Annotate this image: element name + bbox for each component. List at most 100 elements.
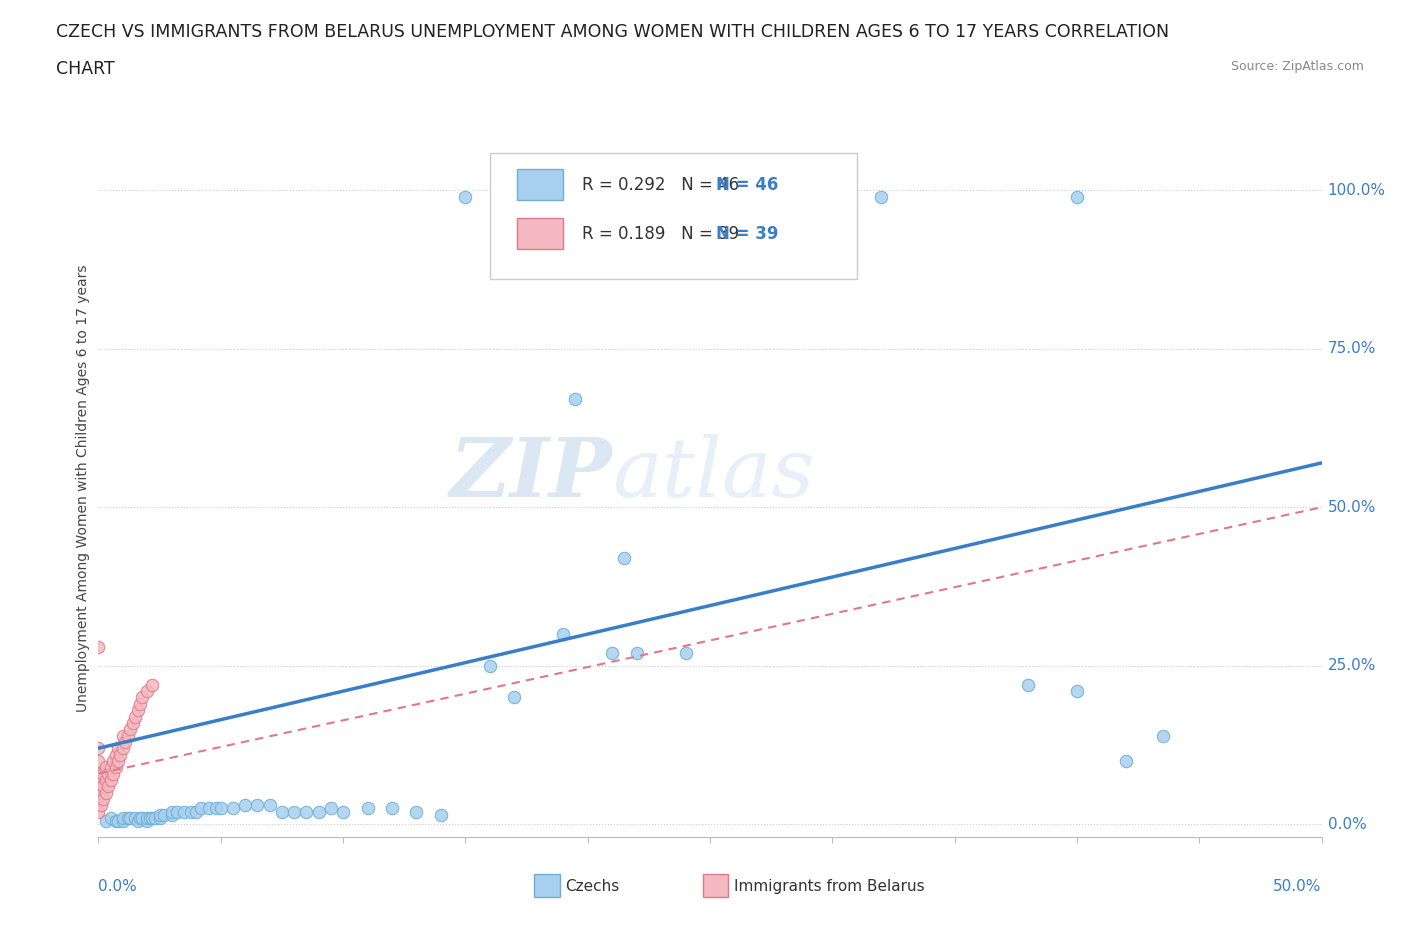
Text: R = 0.189   N = 39: R = 0.189 N = 39 bbox=[582, 225, 738, 243]
Point bbox=[1152, 728, 1174, 743]
Text: 50.0%: 50.0% bbox=[1327, 499, 1376, 515]
FancyBboxPatch shape bbox=[489, 153, 856, 279]
Text: N = 39: N = 39 bbox=[716, 225, 779, 243]
Point bbox=[1066, 189, 1088, 204]
Point bbox=[295, 804, 318, 819]
Point bbox=[117, 811, 139, 826]
Point bbox=[101, 753, 124, 768]
Point bbox=[87, 766, 110, 781]
Point bbox=[454, 189, 477, 204]
Point bbox=[107, 814, 129, 829]
Point bbox=[1115, 753, 1137, 768]
Point bbox=[120, 811, 142, 826]
Point bbox=[100, 773, 122, 788]
Point bbox=[87, 804, 110, 819]
Point bbox=[143, 811, 166, 826]
Point bbox=[111, 728, 134, 743]
Point bbox=[104, 814, 127, 829]
Point bbox=[124, 811, 146, 826]
Point bbox=[222, 801, 245, 816]
Point bbox=[205, 801, 228, 816]
Point bbox=[100, 811, 122, 826]
Point bbox=[319, 801, 342, 816]
Point bbox=[127, 814, 149, 829]
Point bbox=[503, 690, 526, 705]
Point bbox=[111, 741, 134, 756]
Point bbox=[136, 811, 159, 826]
Point bbox=[87, 741, 110, 756]
Text: 75.0%: 75.0% bbox=[1327, 341, 1376, 356]
Point bbox=[87, 778, 110, 793]
Point bbox=[87, 753, 110, 768]
Point bbox=[120, 722, 142, 737]
Text: N = 46: N = 46 bbox=[716, 176, 779, 193]
Point bbox=[356, 801, 378, 816]
Point bbox=[141, 811, 163, 826]
Point bbox=[90, 785, 112, 800]
Point bbox=[190, 801, 212, 816]
Point bbox=[430, 807, 453, 822]
Point bbox=[332, 804, 354, 819]
Point bbox=[308, 804, 330, 819]
Point bbox=[97, 778, 120, 793]
Point bbox=[149, 807, 172, 822]
Text: Source: ZipAtlas.com: Source: ZipAtlas.com bbox=[1230, 60, 1364, 73]
Point bbox=[626, 645, 648, 660]
Point bbox=[186, 804, 208, 819]
Point bbox=[110, 747, 132, 762]
Point bbox=[111, 811, 134, 826]
Point bbox=[87, 791, 110, 806]
Point bbox=[153, 807, 176, 822]
Text: CHART: CHART bbox=[56, 60, 115, 78]
Point bbox=[270, 804, 294, 819]
Y-axis label: Unemployment Among Women with Children Ages 6 to 17 years: Unemployment Among Women with Children A… bbox=[76, 264, 90, 712]
Point bbox=[90, 773, 112, 788]
Point bbox=[259, 798, 281, 813]
Point bbox=[94, 814, 117, 829]
Point bbox=[478, 658, 501, 673]
Point bbox=[100, 760, 122, 775]
Point bbox=[91, 766, 114, 781]
Point bbox=[1017, 677, 1039, 692]
Point bbox=[246, 798, 269, 813]
Point bbox=[114, 735, 136, 750]
Point bbox=[94, 785, 117, 800]
Text: Czechs: Czechs bbox=[565, 879, 620, 894]
Point bbox=[564, 392, 586, 407]
Point bbox=[117, 728, 139, 743]
Point bbox=[136, 684, 159, 698]
Point bbox=[127, 703, 149, 718]
Text: Immigrants from Belarus: Immigrants from Belarus bbox=[734, 879, 925, 894]
Point bbox=[91, 791, 114, 806]
Point bbox=[129, 811, 152, 826]
Text: 0.0%: 0.0% bbox=[98, 879, 138, 894]
Point bbox=[233, 798, 256, 813]
Text: 100.0%: 100.0% bbox=[1327, 182, 1386, 198]
Text: R = 0.292   N = 46: R = 0.292 N = 46 bbox=[582, 176, 738, 193]
Text: 0.0%: 0.0% bbox=[1327, 817, 1367, 831]
Text: ZIP: ZIP bbox=[450, 434, 612, 514]
Point bbox=[553, 627, 575, 642]
Point bbox=[600, 645, 623, 660]
Point bbox=[149, 811, 172, 826]
Point bbox=[166, 804, 188, 819]
Point bbox=[131, 690, 153, 705]
Point bbox=[104, 760, 127, 775]
Text: CZECH VS IMMIGRANTS FROM BELARUS UNEMPLOYMENT AMONG WOMEN WITH CHILDREN AGES 6 T: CZECH VS IMMIGRANTS FROM BELARUS UNEMPLO… bbox=[56, 23, 1170, 41]
Point bbox=[94, 760, 117, 775]
Text: 25.0%: 25.0% bbox=[1327, 658, 1376, 673]
Point bbox=[160, 804, 183, 819]
Point bbox=[121, 715, 143, 730]
Point bbox=[101, 766, 124, 781]
Point bbox=[94, 773, 117, 788]
Point bbox=[686, 189, 709, 204]
Point bbox=[136, 814, 159, 829]
Point bbox=[131, 811, 153, 826]
Point bbox=[104, 747, 127, 762]
Point bbox=[405, 804, 427, 819]
Point bbox=[107, 741, 129, 756]
Point bbox=[613, 551, 636, 565]
Point bbox=[381, 801, 404, 816]
Point bbox=[129, 697, 152, 711]
Point bbox=[197, 801, 219, 816]
